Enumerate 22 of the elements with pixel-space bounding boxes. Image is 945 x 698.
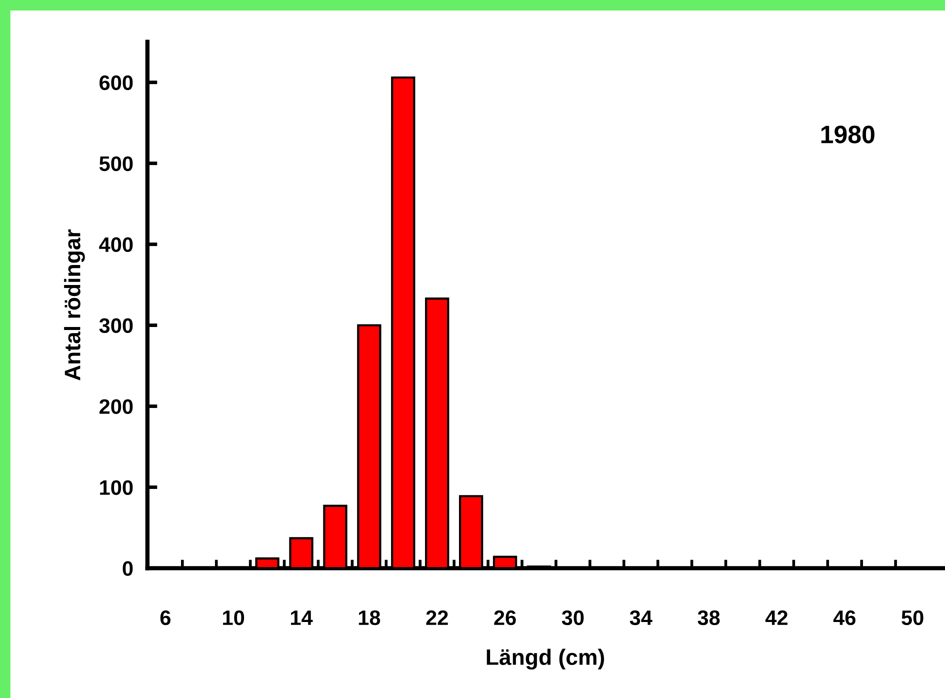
x-tick-label: 34 [630, 610, 652, 626]
x-tick-label: 18 [358, 610, 380, 626]
y-tick-label: 0 [122, 561, 133, 576]
x-tick-label: 38 [698, 610, 720, 626]
x-tick-label: 26 [494, 610, 516, 626]
y-tick-label: 100 [100, 480, 133, 495]
y-tick-label: 300 [99, 318, 133, 334]
x-tick-label: 10 [223, 610, 244, 626]
x-axis-title: Längd (cm) [486, 648, 604, 670]
x-tick-label: 50 [902, 610, 924, 626]
x-tick-label: 42 [765, 610, 788, 625]
y-tick-label: 400 [99, 237, 133, 252]
x-tick-label: 30 [562, 610, 584, 626]
annotation: 1980 [821, 126, 874, 144]
x-tick-label: 6 [160, 610, 170, 626]
y-tick-label: 600 [100, 75, 133, 90]
y-tick-label: 500 [99, 156, 133, 172]
x-tick-label: 46 [833, 610, 856, 626]
y-axis-title: Antal rödingar [64, 229, 85, 380]
x-tick-label: 22 [426, 610, 448, 625]
x-tick-label: 14 [290, 610, 313, 625]
y-tick-label: 200 [100, 399, 133, 414]
